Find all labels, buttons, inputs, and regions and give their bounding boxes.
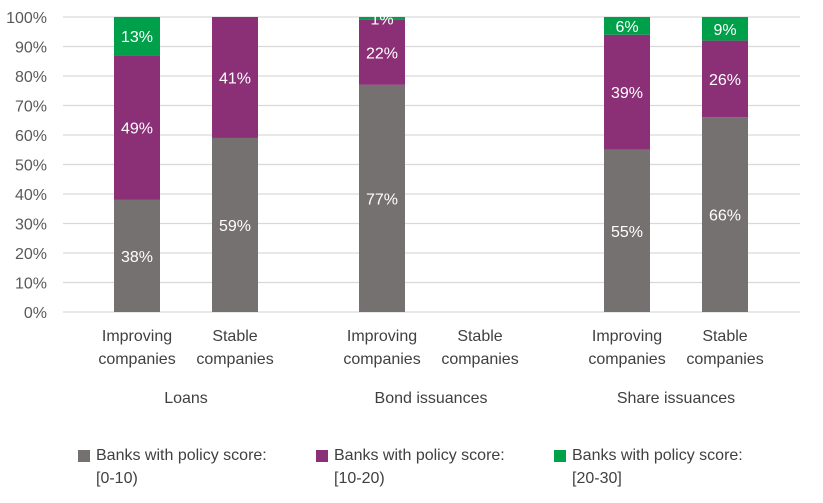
legend-label: [20-30] — [572, 470, 622, 487]
legend-item-20-30: Banks with policy score: [20-30] — [554, 444, 743, 490]
category-label: companies — [441, 351, 518, 368]
category-label: Improving — [347, 328, 417, 345]
legend-label: Banks with policy score: — [334, 447, 505, 464]
data-label: 22% — [366, 45, 398, 62]
category-label: companies — [343, 351, 420, 368]
y-tick-label: 80% — [15, 69, 47, 86]
y-tick-label: 100% — [6, 10, 47, 27]
category-label: Stable — [212, 328, 257, 345]
bar-segment — [114, 199, 160, 312]
category-label: companies — [98, 351, 175, 368]
group-label: Bond issuances — [375, 390, 488, 407]
legend-label: [10-20) — [334, 470, 385, 487]
legend-item-0-10: Banks with policy score: [0-10) — [78, 444, 267, 490]
group-label: Loans — [164, 390, 208, 407]
y-tick-label: 70% — [15, 99, 47, 116]
bar-segment — [359, 84, 405, 312]
y-tick-label: 90% — [15, 40, 47, 57]
bar-segment — [702, 40, 748, 118]
bar-segment — [359, 19, 405, 85]
data-label: 41% — [219, 70, 251, 87]
legend-label: Banks with policy score: — [96, 447, 267, 464]
bar-segment — [359, 17, 405, 20]
category-label: Stable — [457, 328, 502, 345]
data-label: 77% — [366, 191, 398, 208]
data-label: 1% — [370, 11, 393, 28]
y-tick-label: 0% — [24, 305, 47, 322]
data-label: 38% — [121, 249, 153, 266]
category-label: companies — [588, 351, 665, 368]
category-label: Improving — [102, 328, 172, 345]
legend-swatch — [554, 450, 566, 462]
y-tick-label: 30% — [15, 217, 47, 234]
data-label: 49% — [121, 121, 153, 138]
bar-segment — [702, 17, 748, 41]
category-label: companies — [196, 351, 273, 368]
legend-label: Banks with policy score: — [572, 447, 743, 464]
legend-swatch — [316, 450, 328, 462]
plot-area: 0% 10% 20% 30% 40% 50% 60% 70% 80% 90% 100% Loans Im… — [6, 10, 800, 407]
y-tick-label: 20% — [15, 246, 47, 263]
data-label: 9% — [713, 22, 736, 39]
group-label: Share issuances — [617, 390, 735, 407]
data-label: 55% — [611, 224, 643, 241]
bar-segment — [702, 117, 748, 312]
data-label: 66% — [709, 208, 741, 225]
bar-segment — [604, 149, 650, 312]
bar-segment — [114, 17, 160, 56]
legend-label: [0-10) — [96, 470, 138, 487]
category-label: Stable — [702, 328, 747, 345]
data-label: 6% — [615, 19, 638, 36]
data-label: 26% — [709, 72, 741, 89]
bar-segment — [212, 137, 258, 312]
bar-segment — [604, 17, 650, 35]
data-label: 59% — [219, 218, 251, 235]
bar-segment — [212, 17, 258, 138]
data-label: 13% — [121, 29, 153, 46]
bar-segment — [114, 55, 160, 200]
category-label: Improving — [592, 328, 662, 345]
y-tick-label: 50% — [15, 158, 47, 175]
y-tick-label: 60% — [15, 128, 47, 145]
y-tick-label: 40% — [15, 187, 47, 204]
legend-item-10-20: Banks with policy score: [10-20) — [316, 444, 505, 490]
category-label: companies — [686, 351, 763, 368]
data-label: 39% — [611, 85, 643, 102]
legend-swatch — [78, 450, 90, 462]
bar-segment — [604, 34, 650, 150]
y-tick-label: 10% — [15, 276, 47, 293]
